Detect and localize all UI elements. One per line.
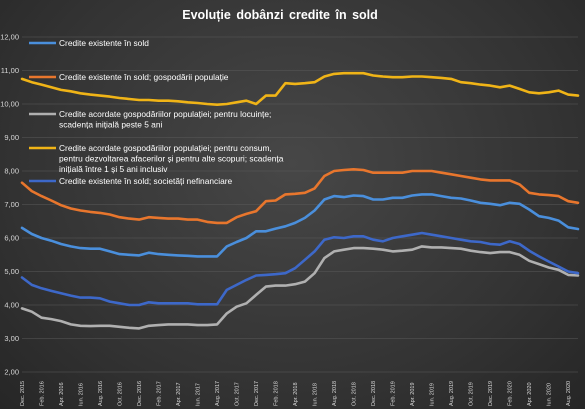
series-line-1 [20,193,580,258]
y-tick-label: 11,00 [1,66,19,75]
x-tick-label: Apr. 2016 [59,382,65,406]
x-tick-label: Apr. 2018 [293,382,299,406]
x-tick-label: Iun. 2018 [313,383,319,406]
x-tick-label: Dec. 2017 [254,381,260,406]
x-tick-label: Aug. 2016 [98,381,104,406]
x-tick-label: Oct. 2017 [235,382,241,406]
x-tick-label: Dec. 2018 [371,381,377,406]
x-tick-label: Aug. 2019 [449,381,455,406]
y-tick-label: 10,00 [0,100,19,109]
y-tick-label: 12,00 [0,33,19,42]
x-tick-label: Feb. 2016 [40,381,46,406]
x-tick-label: Apr. 2017 [176,382,182,406]
x-tick-label: Dec. 2016 [137,381,143,406]
x-tick-label: Feb. 2020 [508,381,514,406]
y-tick-label: 3,00 [4,334,19,343]
x-axis: Dec. 2015 Feb. 2016 Apr. 2016 Iun. 2016 Aug.… [20,381,572,406]
x-tick-label: Iun. 2019 [430,383,436,406]
x-tick-label: Aug. 2020 [566,381,572,406]
x-tick-label: Feb. 2019 [391,381,397,406]
x-tick-label: Iun. 2016 [79,383,85,406]
x-tick-label: Aug. 2018 [332,381,338,406]
y-tick-label: 8,00 [4,167,19,176]
series-line-4 [20,71,580,106]
x-tick-label: Oct. 2018 [352,382,358,406]
series-line-2 [20,168,580,225]
legend-label: Credite existente în sold [59,38,149,48]
legend-label: Credite acordate gospodăriilor populație… [59,143,284,174]
grid [22,36,578,373]
x-tick-label: Aug. 2017 [215,381,221,406]
legend-label: Credite existente în sold; gospodării po… [59,72,229,82]
y-tick-label: 2,00 [4,368,19,377]
legend-label: Credite acordate gospodăriilor populație… [59,109,271,130]
x-tick-label: Feb. 2017 [157,381,163,406]
series-line-5 [20,231,580,307]
x-tick-label: Oct. 2019 [469,382,475,406]
x-tick-label: Iun. 2017 [196,383,202,406]
chart-title: Evoluție dobânzi credite în sold [182,8,378,22]
y-tick-label: 6,00 [4,234,19,243]
series-line-3 [20,245,580,330]
y-tick-label: 9,00 [4,133,19,142]
x-tick-label: Apr. 2020 [527,382,533,406]
y-tick-label: 7,00 [4,200,19,209]
legend-label: Credite existente în sold; societăți nef… [59,176,233,186]
x-tick-label: Oct. 2016 [118,382,124,406]
legend: Credite existente în sold Credite existen… [29,38,284,186]
y-tick-label: 4,00 [4,301,19,310]
y-tick-label: 5,00 [4,267,19,276]
x-tick-label: Iun. 2020 [547,383,553,406]
x-tick-label: Feb. 2018 [274,381,280,406]
y-axis: 2,00 3,00 4,00 5,00 6,00 7,00 8,00 9,00 10,00 11,… [0,33,19,377]
x-tick-label: Dec. 2015 [20,381,26,406]
x-tick-label: Apr. 2019 [410,382,416,406]
x-tick-label: Dec. 2019 [488,381,494,406]
series-lines [20,71,580,330]
